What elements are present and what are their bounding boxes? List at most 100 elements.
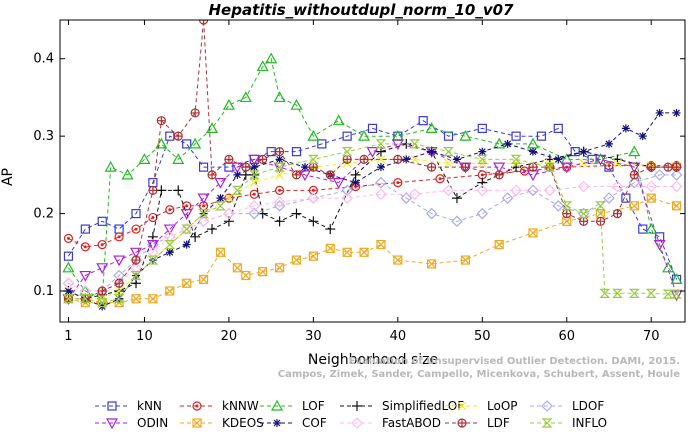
point-lof xyxy=(256,60,269,72)
point-lof xyxy=(493,137,506,149)
point-cof xyxy=(621,124,630,133)
point-kdeos xyxy=(671,201,682,211)
point-knn xyxy=(655,232,665,242)
point-ldf xyxy=(173,131,183,141)
point-inflo xyxy=(62,294,74,304)
legend-item-loop: LoOP xyxy=(445,399,518,413)
legend-label: KDEOS xyxy=(222,416,264,430)
point-simplifiedlof xyxy=(156,185,167,196)
point-cof xyxy=(351,178,360,187)
point-cof xyxy=(604,139,613,148)
point-ldof xyxy=(375,176,387,189)
point-fastabod xyxy=(611,180,624,193)
point-knn xyxy=(638,224,648,234)
point-kdeos xyxy=(325,243,335,254)
point-kdeos xyxy=(528,228,538,238)
point-cof xyxy=(216,194,225,203)
point-simplifiedlof xyxy=(173,185,184,196)
point-fastabod xyxy=(645,180,658,193)
point-ldof xyxy=(628,176,641,189)
point-inflo xyxy=(164,239,176,250)
point-ldf xyxy=(156,116,166,126)
point-ldof xyxy=(476,207,489,220)
legend-label: FastABOD xyxy=(382,416,441,430)
legend-swatch-marker xyxy=(457,401,467,411)
point-lof xyxy=(104,160,117,172)
legend-swatch-marker xyxy=(192,418,202,428)
point-inflo xyxy=(628,288,640,298)
point-kdeos xyxy=(148,294,158,304)
point-kdeos xyxy=(165,286,175,296)
series-knn xyxy=(63,116,682,285)
point-knn xyxy=(80,224,90,234)
point-lof xyxy=(645,222,658,234)
point-ldf xyxy=(131,255,141,265)
point-ldf xyxy=(308,162,318,172)
point-cof xyxy=(250,163,259,172)
point-ldf xyxy=(393,154,403,164)
point-ldf xyxy=(114,278,124,288)
point-inflo xyxy=(248,170,260,180)
point-cof xyxy=(452,155,461,164)
point-knn xyxy=(553,123,563,134)
point-knnw xyxy=(393,178,403,188)
point-lof xyxy=(62,261,75,273)
point-odin xyxy=(129,247,143,259)
point-inflo xyxy=(215,201,226,211)
y-axis-label: AP xyxy=(0,168,16,186)
point-knn xyxy=(317,139,327,149)
point-fastabod xyxy=(273,196,286,208)
point-inflo xyxy=(409,139,421,149)
point-ldf xyxy=(562,208,572,219)
point-simplifiedlof xyxy=(451,193,462,204)
series-line-ldf xyxy=(68,20,677,300)
point-fastabod xyxy=(197,215,210,228)
series-line-cof xyxy=(68,112,677,308)
point-ldf xyxy=(325,170,335,180)
point-fastabod xyxy=(147,246,159,259)
point-odin xyxy=(526,170,539,182)
point-lof xyxy=(273,91,286,103)
point-knn xyxy=(536,131,547,141)
x-tick-label: 30 xyxy=(305,329,322,344)
point-knnw xyxy=(604,160,614,171)
legend-label: COF xyxy=(302,416,327,430)
point-fastabod xyxy=(510,184,522,197)
point-knn xyxy=(291,147,302,157)
point-cof xyxy=(554,155,563,164)
point-odin xyxy=(594,154,607,166)
point-fastabod xyxy=(180,223,193,235)
point-odin xyxy=(653,239,666,251)
point-lof xyxy=(526,137,539,149)
point-inflo xyxy=(375,139,387,149)
point-ldf xyxy=(190,108,200,118)
point-lof xyxy=(239,91,252,103)
legend-swatch-marker xyxy=(105,418,119,430)
point-inflo xyxy=(79,294,91,304)
series-odin xyxy=(62,139,683,306)
point-fastabod xyxy=(670,180,683,193)
point-ldf xyxy=(97,286,107,296)
point-inflo xyxy=(113,294,125,304)
point-simplifiedlof xyxy=(207,224,218,235)
point-kdeos xyxy=(258,267,268,277)
legend-label: LOF xyxy=(302,399,325,413)
point-knn xyxy=(342,131,352,141)
point-knnw xyxy=(97,239,107,250)
point-cof xyxy=(528,147,537,156)
point-knn xyxy=(367,123,378,134)
point-cof xyxy=(402,155,411,164)
legend-item-ldof: LDOF xyxy=(530,399,604,413)
legend-swatch-marker xyxy=(541,400,553,412)
point-cof xyxy=(233,170,242,179)
point-simplifiedlof xyxy=(308,216,319,227)
legend-swatch-marker xyxy=(192,401,202,411)
x-tick-label: 70 xyxy=(643,329,660,344)
point-inflo xyxy=(341,147,353,157)
point-knnw xyxy=(63,233,74,243)
series-line-inflo xyxy=(68,143,677,304)
point-knn xyxy=(97,216,107,226)
point-ldf xyxy=(291,170,302,180)
point-inflo xyxy=(645,288,657,298)
